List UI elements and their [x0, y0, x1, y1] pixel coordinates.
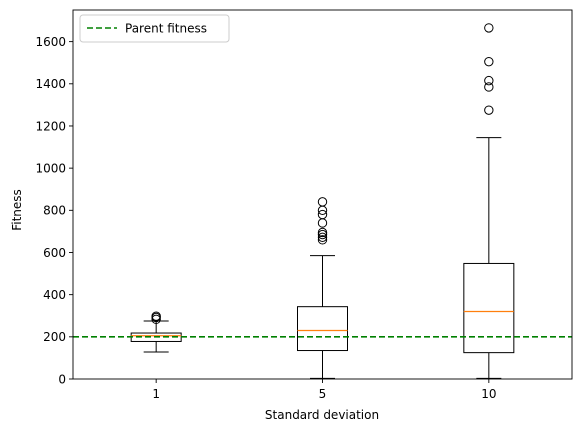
- box-group-5: [297, 197, 348, 379]
- outlier-point: [484, 56, 494, 67]
- axes-layer: 0 200 400 600 800 1000 1200 1400 1600 1 5 10: [35, 9, 573, 401]
- y-tick-label: 600: [43, 246, 66, 260]
- plot-frame: [72, 9, 573, 380]
- box-group-1: [130, 311, 182, 353]
- iqr-box: [463, 262, 515, 354]
- outlier-point: [484, 23, 494, 33]
- x-tick-label: 10: [481, 387, 496, 401]
- outlier-point: [317, 209, 328, 220]
- legend-label: Parent fitness: [125, 22, 207, 36]
- y-tick-label: 1000: [35, 161, 66, 175]
- outlier-point: [484, 82, 494, 92]
- legend: Parent fitness: [79, 14, 230, 43]
- x-tick-label: 1: [152, 387, 160, 401]
- y-tick-label: 0: [58, 372, 66, 386]
- iqr-box: [297, 306, 348, 352]
- box-group-10: [463, 23, 515, 379]
- y-tick-label: 1200: [35, 119, 66, 133]
- y-tick-label: 1400: [35, 77, 66, 91]
- outlier-point: [484, 105, 494, 115]
- legend-frame: [79, 14, 230, 43]
- y-axis-label: Fitness: [10, 189, 24, 231]
- x-tick-label: 5: [319, 387, 327, 401]
- outlier-point: [317, 232, 328, 243]
- y-tick-label: 1600: [35, 35, 66, 49]
- y-tick-label: 200: [43, 330, 66, 344]
- outlier-point: [484, 75, 494, 86]
- plot-layer: [73, 23, 572, 379]
- x-axis-label: Standard deviation: [265, 408, 379, 422]
- y-tick-label: 800: [43, 204, 66, 218]
- outlier-point: [317, 197, 328, 207]
- outlier-point: [317, 227, 328, 238]
- outlier-point: [151, 311, 161, 321]
- outlier-point: [317, 218, 328, 228]
- y-tick-label: 400: [43, 288, 66, 302]
- outlier-point: [317, 235, 328, 245]
